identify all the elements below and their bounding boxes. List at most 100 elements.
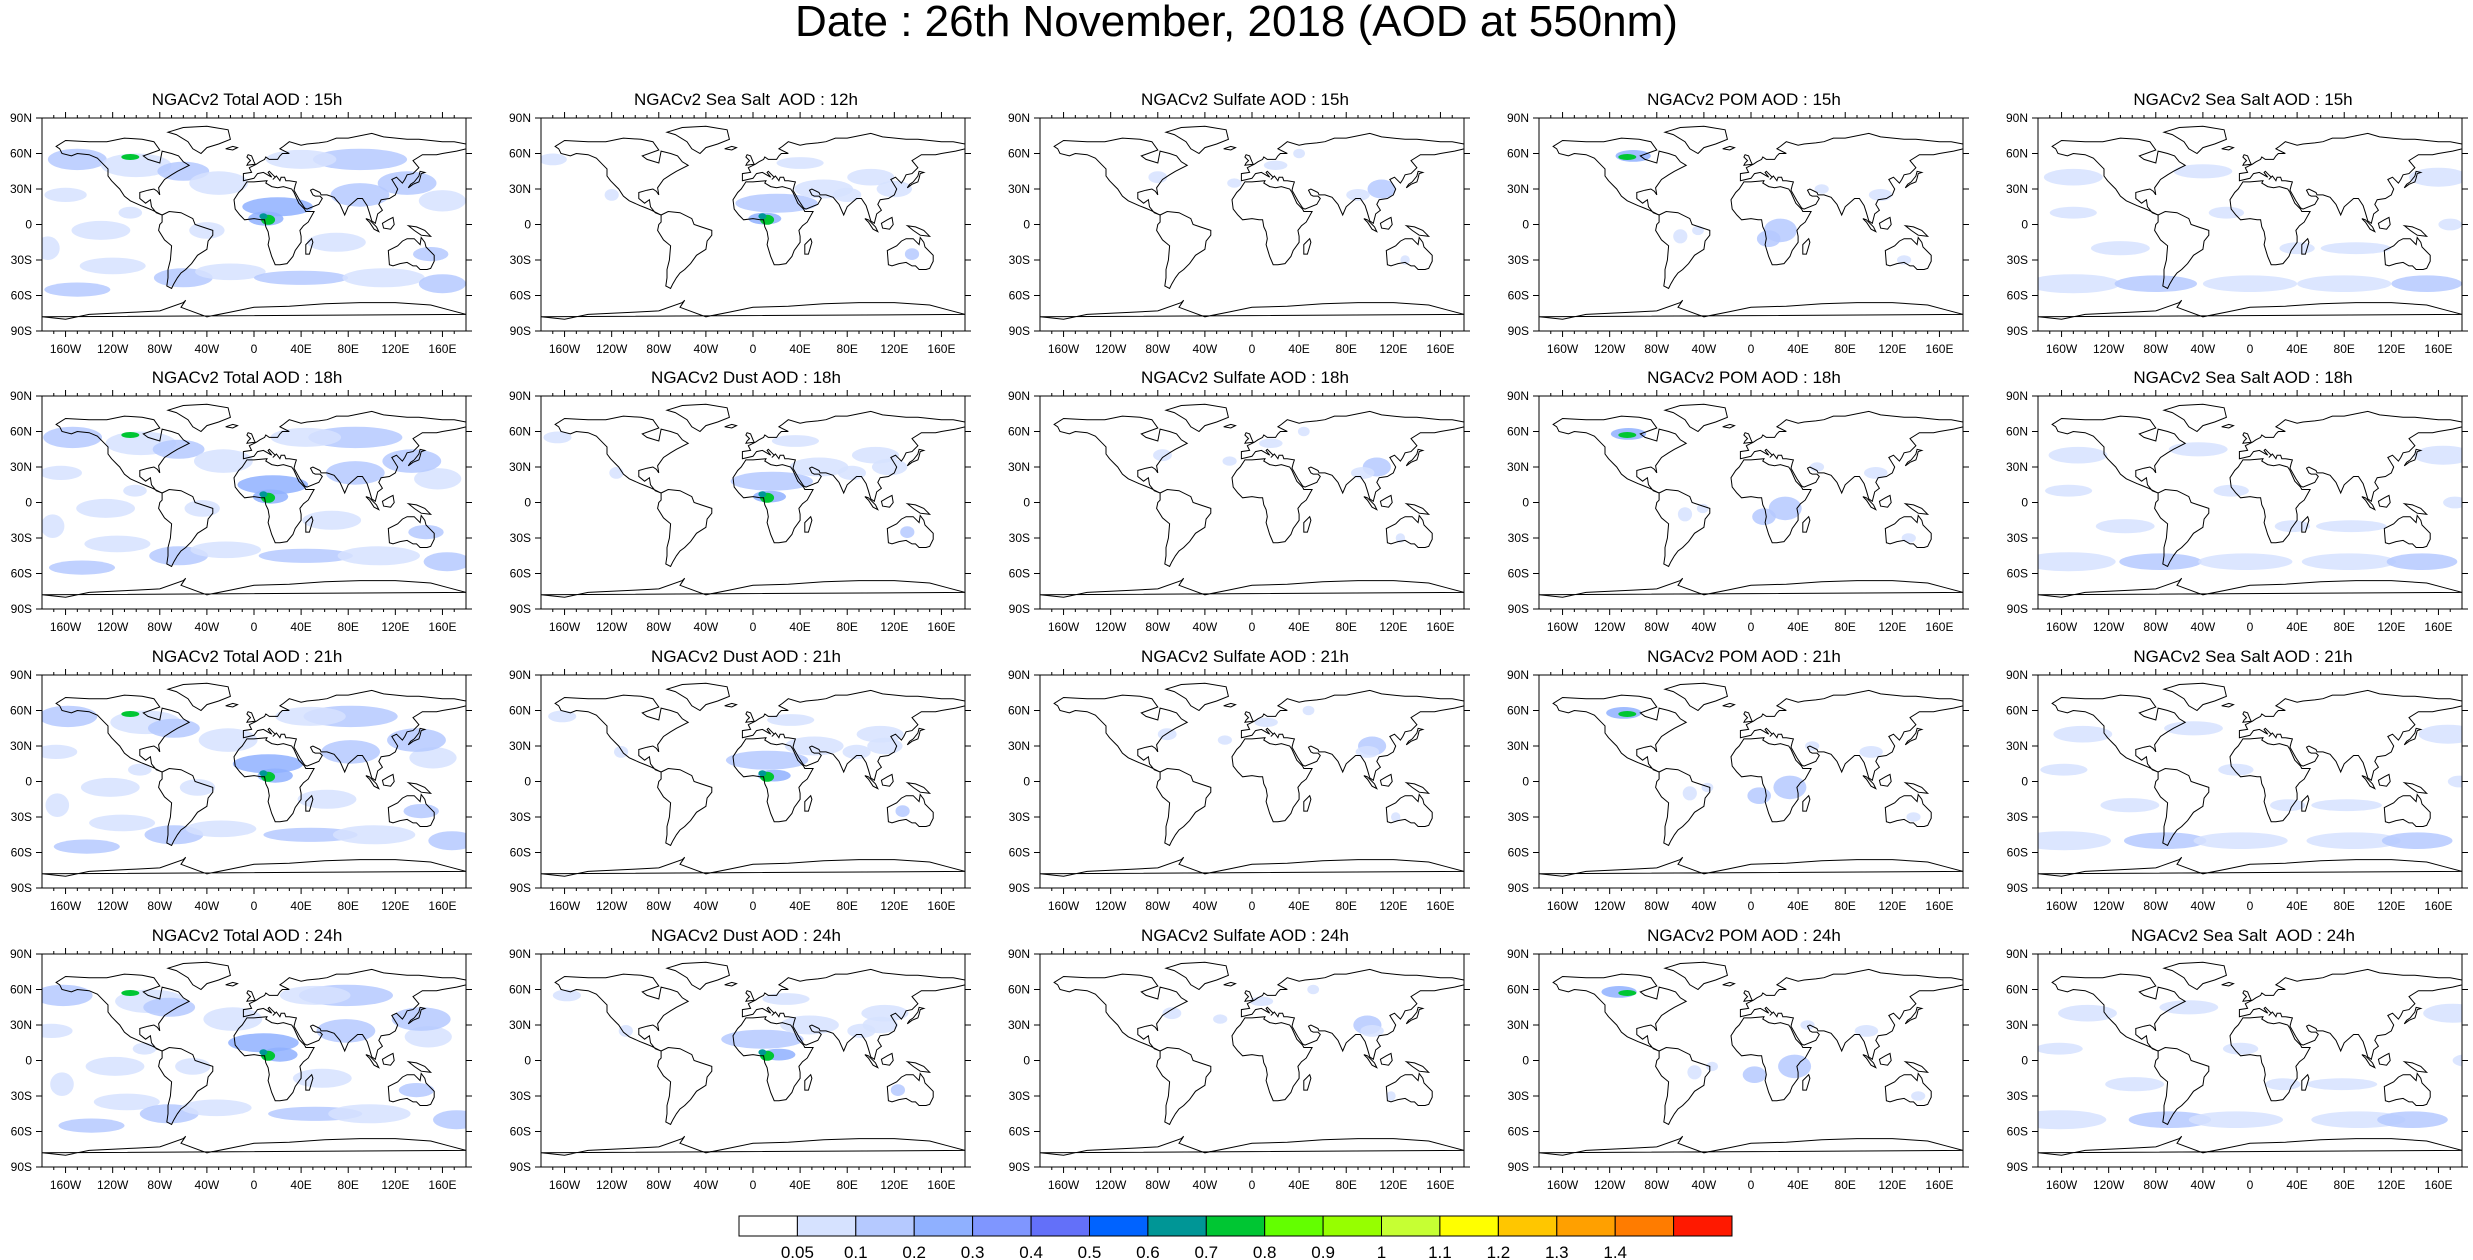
- colorbar-box: [1089, 1215, 1149, 1237]
- lon-label: 40E: [290, 620, 311, 634]
- aod-patch: [2159, 1000, 2219, 1015]
- coastline: [1743, 432, 1753, 444]
- coastline: [1730, 737, 1812, 823]
- lat-label: 60N: [1008, 983, 1030, 997]
- panel-title: NGACv2 Total AOD : 18h: [151, 368, 343, 387]
- coastline: [554, 973, 690, 1052]
- lon-label: 40W: [1692, 620, 1717, 634]
- coastline: [1231, 458, 1313, 544]
- lat-label: 60S: [1009, 1125, 1030, 1139]
- aod-patch: [270, 427, 342, 447]
- aod-patch: [297, 789, 357, 809]
- lon-label: 160E: [927, 1178, 955, 1192]
- lon-label: 0: [1249, 342, 1256, 356]
- coastline: [886, 236, 934, 270]
- aod-field: [2038, 118, 2462, 331]
- aod-patch: [2173, 164, 2233, 179]
- coastline: [1223, 702, 1237, 708]
- lat-label: 30N: [509, 1018, 531, 1032]
- aod-patch: [2202, 275, 2298, 292]
- lat-label: 60N: [2006, 704, 2028, 718]
- lat-label: 90S: [1508, 602, 1529, 616]
- coastline: [1244, 990, 1254, 1002]
- aod-patch: [2105, 1077, 2164, 1092]
- panel-title: NGACv2 Dust AOD : 24h: [651, 926, 841, 945]
- lon-label: 80E: [1835, 899, 1856, 913]
- lon-label: 80E: [338, 620, 359, 634]
- lon-label: 40W: [694, 1178, 719, 1192]
- lon-label: 120W: [97, 620, 129, 634]
- coastline: [2377, 216, 2391, 230]
- lat-label: 0: [25, 218, 32, 232]
- lat-label: 60S: [510, 289, 531, 303]
- coastline: [1903, 1060, 1930, 1073]
- coastline: [2301, 237, 2310, 255]
- lat-label: 30S: [2007, 253, 2028, 267]
- lat-label: 60N: [2006, 425, 2028, 439]
- coastline: [745, 711, 755, 723]
- aod-patch: [1293, 148, 1305, 159]
- aod-patch: [1217, 735, 1232, 745]
- aod-patch: [1752, 508, 1776, 525]
- lat-label: 90S: [1508, 1160, 1529, 1174]
- aod-patch: [2048, 446, 2108, 464]
- coastline: [166, 682, 231, 712]
- coastline: [1156, 210, 1212, 290]
- coastline: [42, 299, 466, 320]
- aod-patch: [1254, 717, 1278, 727]
- lat-label: 60S: [11, 846, 32, 860]
- lat-label: 30N: [1008, 1018, 1030, 1032]
- aod-patch: [833, 187, 862, 202]
- lat-label: 60S: [1508, 1125, 1529, 1139]
- lon-label: 120E: [880, 899, 908, 913]
- colorbar-box: [972, 1215, 1032, 1237]
- coastline: [1164, 125, 1229, 155]
- lon-label: 160E: [1426, 899, 1454, 913]
- coastline: [2162, 403, 2227, 433]
- lon-label: 0: [1748, 620, 1755, 634]
- aod-field: [1040, 396, 1464, 609]
- lon-label: 160E: [428, 342, 456, 356]
- lat-label: 30S: [11, 253, 32, 267]
- lon-label: 40E: [2286, 899, 2307, 913]
- lon-label: 40E: [290, 1178, 311, 1192]
- colorbar-box: [796, 1215, 857, 1237]
- coastline: [1164, 682, 1229, 712]
- lat-label: 30N: [10, 739, 32, 753]
- coastline: [2403, 1006, 2423, 1025]
- aod-patch: [428, 831, 466, 851]
- aod-patch: [1673, 229, 1688, 244]
- coastline: [1552, 137, 1688, 216]
- aod-patch: [194, 449, 253, 473]
- coastline: [242, 132, 466, 225]
- aod-patch: [185, 820, 257, 838]
- coastline: [407, 448, 427, 467]
- aod-patch: [2213, 484, 2249, 497]
- aod-hotspot: [121, 990, 140, 996]
- lat-label: 90S: [510, 881, 531, 895]
- aod-patch: [307, 232, 366, 252]
- coastline: [55, 415, 191, 494]
- coastline: [2154, 488, 2210, 568]
- coastline: [1903, 502, 1930, 515]
- lon-label: 120E: [381, 1178, 409, 1192]
- coastline: [2238, 132, 2462, 225]
- coastline: [1552, 415, 1688, 494]
- aod-patch: [871, 458, 908, 476]
- coastline: [864, 218, 879, 233]
- lat-label: 30N: [10, 182, 32, 196]
- lon-label: 120E: [2377, 620, 2405, 634]
- coastline: [1539, 1135, 1963, 1156]
- lat-label: 60N: [10, 704, 32, 718]
- coastline: [880, 1052, 894, 1066]
- coastline: [387, 1072, 435, 1106]
- colorbar-label: 0.2: [902, 1243, 926, 1260]
- lon-label: 80W: [147, 620, 172, 634]
- aod-patch: [189, 222, 225, 239]
- colorbar-box: [1673, 1215, 1733, 1237]
- lat-label: 90S: [1009, 881, 1030, 895]
- aod-patch: [2443, 496, 2462, 509]
- coastline: [1405, 727, 1425, 746]
- colorbar-box: [1556, 1215, 1616, 1237]
- lon-label: 40E: [2286, 620, 2307, 634]
